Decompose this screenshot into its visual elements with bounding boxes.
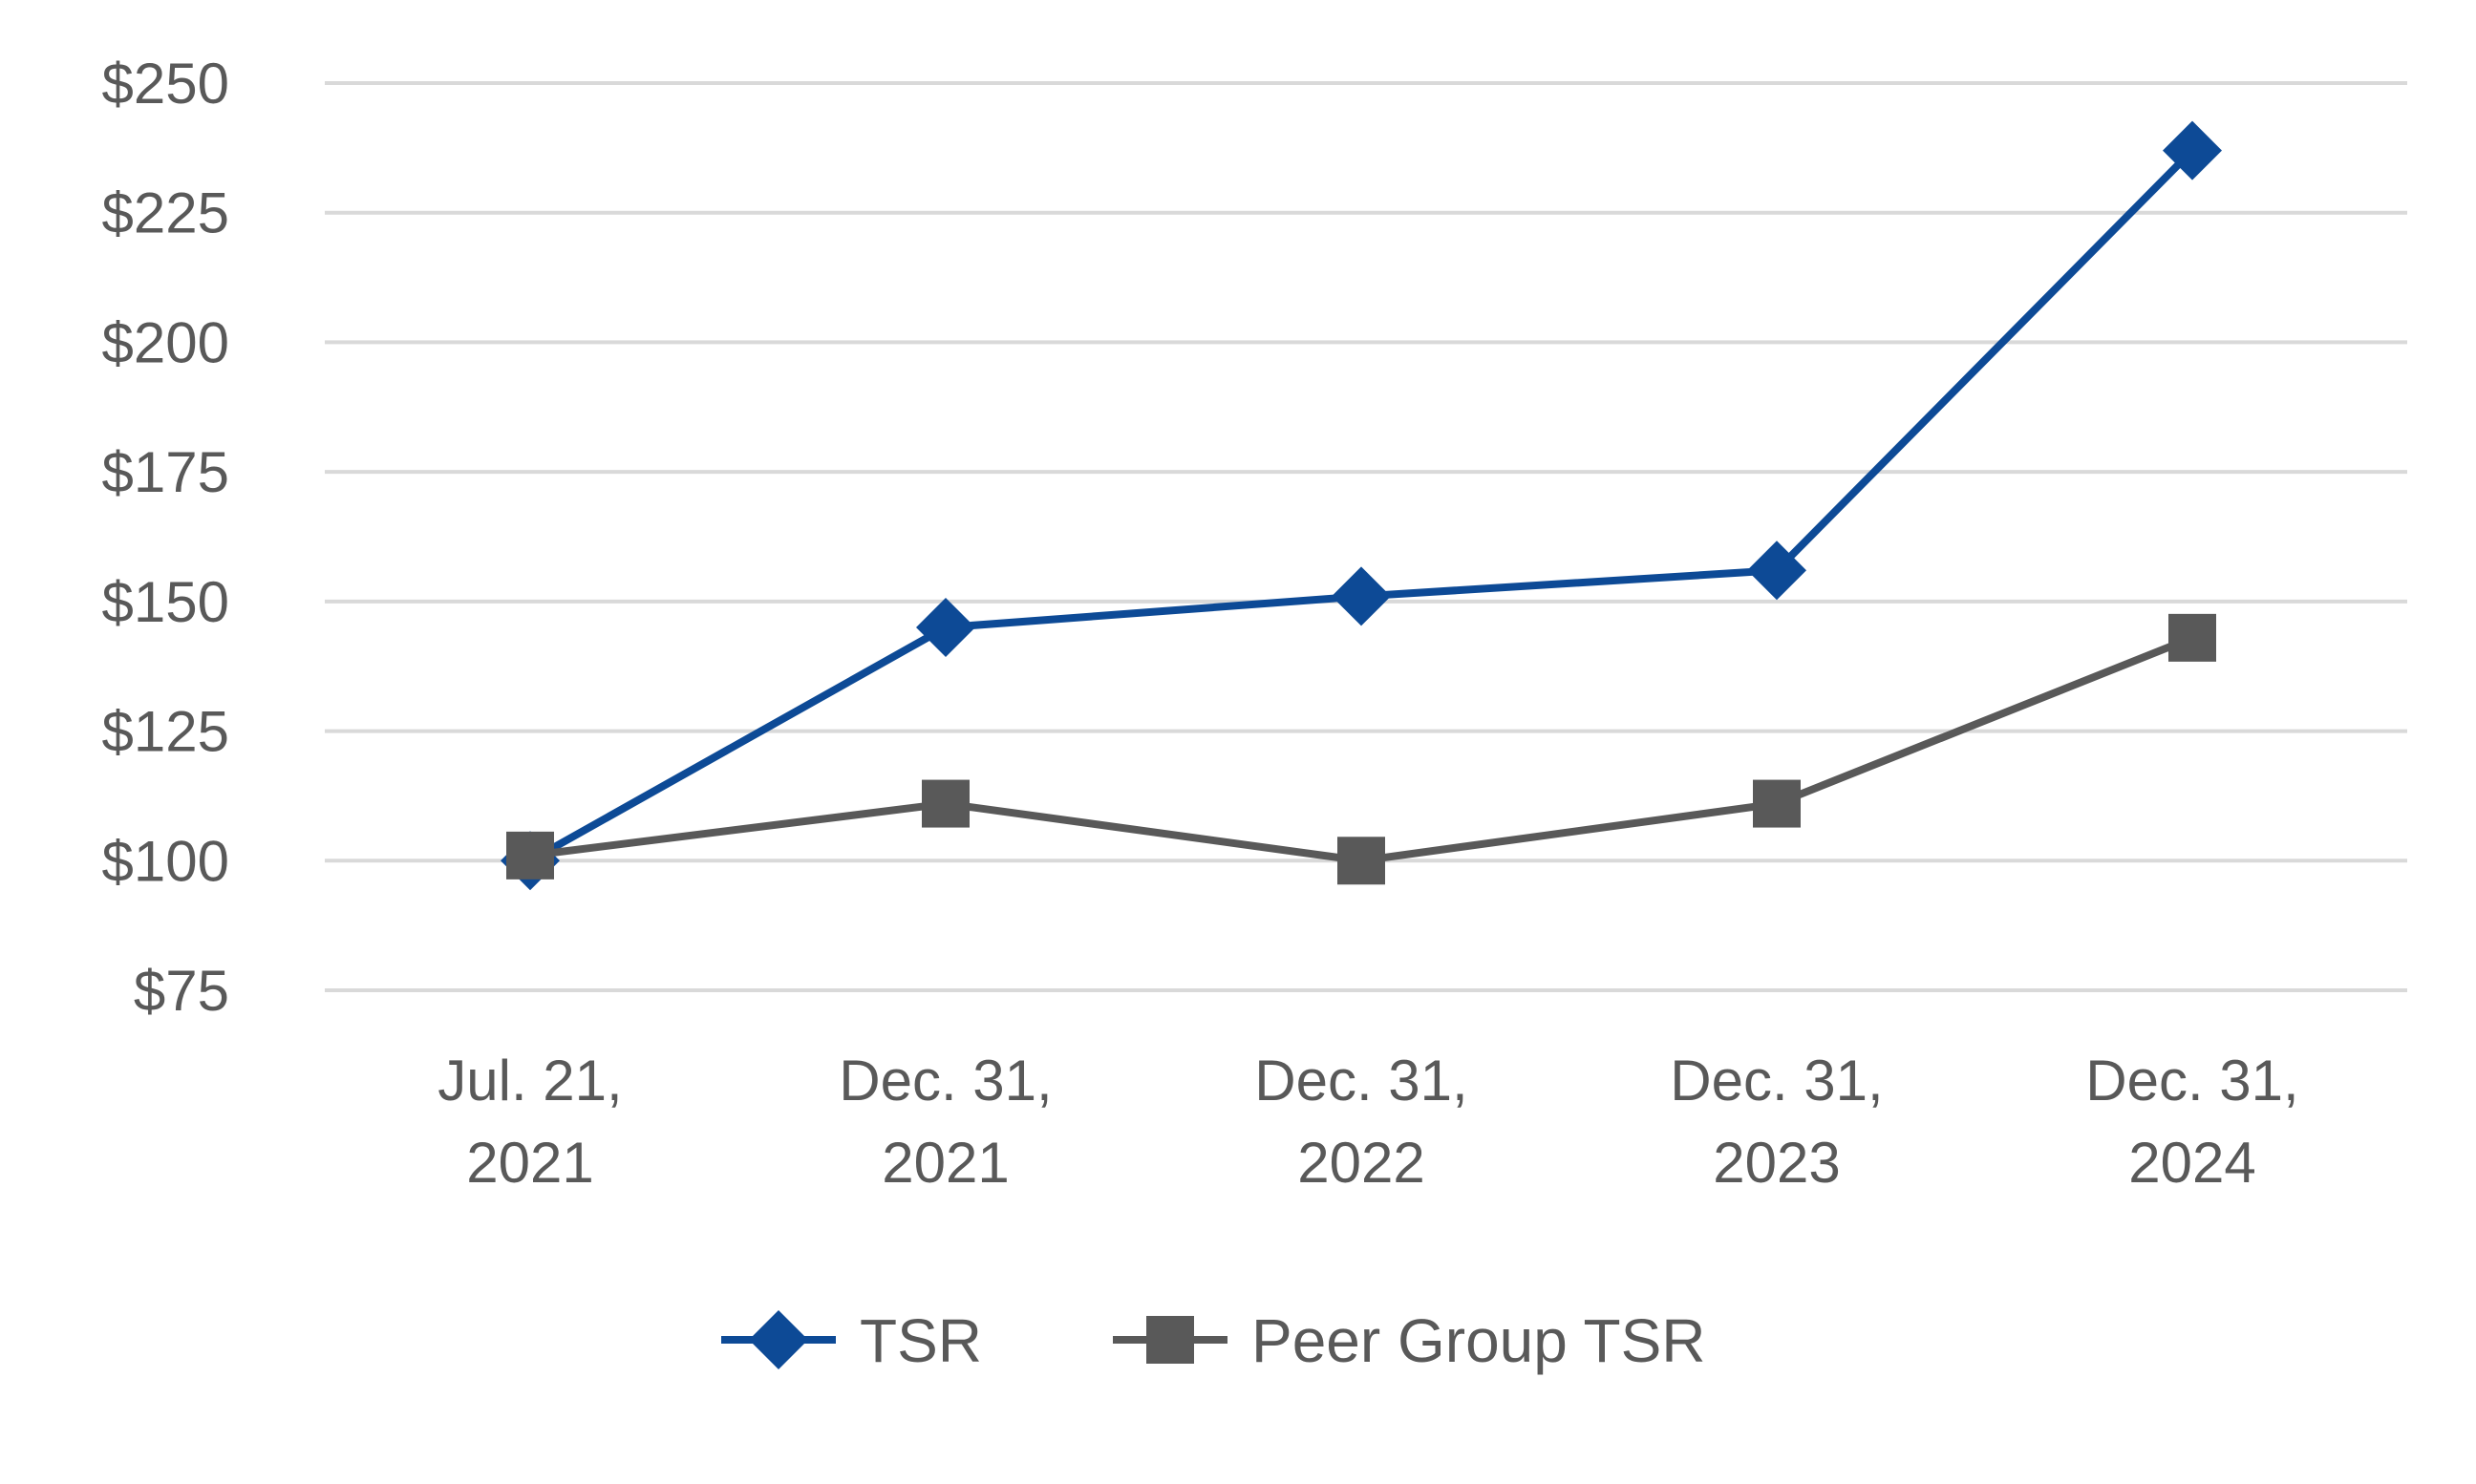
- x-tick-label-line: 2021: [882, 1131, 1009, 1195]
- x-tick-label: Jul. 21, 2021: [438, 1049, 622, 1195]
- data-point-square: [1753, 779, 1801, 828]
- y-axis-tick-labels: $75 $100 $125 $150 $175 $200 $225 $250: [102, 52, 229, 1023]
- y-tick-label: $225: [102, 181, 229, 245]
- gridlines: [325, 81, 2407, 992]
- data-point-square: [506, 831, 554, 880]
- series-line: [529, 634, 2194, 865]
- legend: TSR Peer Group TSR: [721, 1306, 1705, 1375]
- legend-item: TSR: [721, 1306, 982, 1375]
- y-tick-label: $125: [102, 700, 229, 764]
- x-tick-label-line: Jul. 21,: [438, 1049, 622, 1113]
- data-point-square: [922, 779, 970, 828]
- legend-item: Peer Group TSR: [1113, 1306, 1705, 1375]
- x-tick-label-line: Dec. 31,: [1670, 1049, 1883, 1113]
- x-tick-label-line: 2023: [1713, 1131, 1840, 1195]
- y-tick-label: $100: [102, 829, 229, 893]
- legend-label: Peer Group TSR: [1251, 1306, 1705, 1375]
- legend-label: TSR: [860, 1306, 982, 1375]
- x-tick-label-line: 2021: [466, 1131, 593, 1195]
- series-tsr: [501, 120, 2222, 891]
- x-tick-label-line: 2022: [1297, 1131, 1424, 1195]
- y-tick-label: $150: [102, 570, 229, 634]
- x-tick-label-line: Dec. 31,: [839, 1049, 1052, 1113]
- y-tick-label: $175: [102, 440, 229, 504]
- y-tick-label: $200: [102, 310, 229, 374]
- legend-marker: [749, 1310, 808, 1369]
- x-tick-label: Dec. 31, 2023: [1670, 1049, 1883, 1195]
- data-point-diamond: [916, 598, 975, 657]
- x-tick-label-line: 2024: [2128, 1131, 2255, 1195]
- x-tick-label-line: Dec. 31,: [2085, 1049, 2298, 1113]
- series-line: [528, 147, 2195, 864]
- series-lines: [501, 120, 2222, 891]
- x-tick-label: Dec. 31, 2024: [2085, 1049, 2298, 1195]
- data-point-diamond: [1332, 566, 1391, 626]
- x-tick-label: Dec. 31, 2021: [839, 1049, 1052, 1195]
- data-point-square: [2168, 613, 2216, 662]
- data-point-diamond: [1747, 541, 1806, 601]
- data-point-square: [1337, 837, 1385, 885]
- series-peer-group-tsr: [506, 613, 2216, 885]
- legend-marker: [1146, 1316, 1194, 1364]
- x-tick-label: Dec. 31, 2022: [1254, 1049, 1467, 1195]
- x-tick-label-line: Dec. 31,: [1254, 1049, 1467, 1113]
- y-tick-label: $75: [134, 959, 229, 1023]
- data-point-diamond: [2163, 120, 2222, 180]
- y-tick-label: $250: [102, 52, 229, 116]
